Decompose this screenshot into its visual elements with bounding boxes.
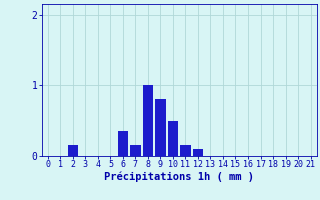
Bar	[155, 99, 166, 156]
X-axis label: Précipitations 1h ( mm ): Précipitations 1h ( mm )	[104, 172, 254, 182]
Bar	[168, 121, 178, 156]
Bar	[143, 85, 153, 156]
Bar	[68, 145, 78, 156]
Bar	[117, 131, 128, 156]
Bar	[180, 145, 191, 156]
Bar	[130, 145, 141, 156]
Bar	[193, 149, 203, 156]
